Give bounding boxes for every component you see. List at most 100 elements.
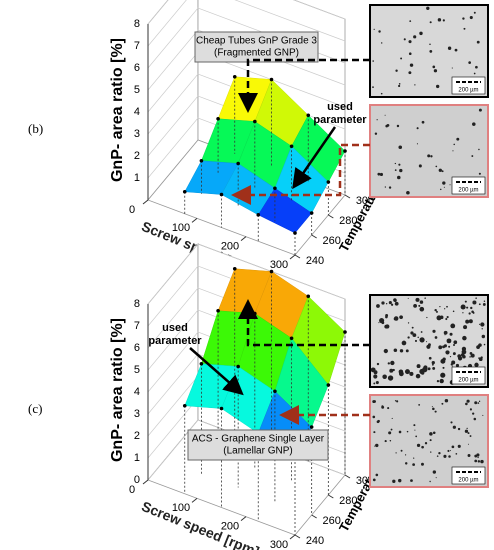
particle — [418, 403, 421, 406]
particle — [427, 367, 431, 371]
particle — [438, 168, 442, 172]
particle — [483, 300, 486, 302]
particle — [411, 326, 414, 329]
particle — [392, 368, 395, 372]
particle — [421, 445, 424, 449]
used-parameter: parameter — [148, 335, 202, 347]
y-tick — [328, 214, 334, 219]
particle — [449, 450, 451, 452]
particle — [373, 382, 376, 385]
particle — [373, 431, 376, 434]
particle — [372, 415, 376, 419]
particle — [399, 168, 403, 173]
particle — [475, 65, 478, 69]
particle — [429, 50, 433, 53]
particle — [451, 365, 453, 367]
particle — [390, 428, 393, 431]
particle — [385, 124, 388, 128]
particle — [372, 86, 374, 89]
particle — [428, 343, 431, 347]
particle — [457, 354, 462, 359]
particle — [435, 165, 438, 168]
particle — [441, 359, 444, 361]
particle — [464, 429, 469, 433]
z-tick-label: 2 — [134, 150, 140, 162]
panel-label: (b) — [28, 121, 43, 136]
leader — [238, 299, 370, 347]
particle — [448, 345, 451, 348]
particle — [483, 343, 486, 346]
particle — [434, 410, 437, 413]
particle — [432, 407, 435, 411]
surface-point — [232, 74, 237, 79]
particle — [406, 430, 409, 433]
leader — [231, 143, 370, 205]
particle — [407, 336, 410, 339]
particle — [381, 405, 384, 408]
particle — [418, 164, 422, 168]
particle — [398, 83, 401, 85]
particle — [417, 336, 419, 339]
particle — [414, 84, 416, 86]
y-tick — [344, 474, 351, 479]
particle — [424, 297, 426, 299]
particle — [448, 455, 451, 458]
particle — [395, 69, 398, 72]
particle — [372, 60, 374, 62]
surface-point — [273, 186, 277, 191]
particle — [439, 378, 444, 384]
particle — [394, 400, 397, 402]
z-tick-label: 3 — [134, 128, 140, 140]
scale-label: 200 µm — [458, 378, 478, 384]
particle — [466, 306, 469, 309]
particle — [464, 300, 467, 303]
particle — [478, 172, 481, 175]
particle — [378, 30, 381, 33]
particle — [439, 315, 444, 320]
surface-point — [293, 231, 297, 235]
x-tick-label: 300 — [270, 539, 288, 550]
particle — [469, 356, 471, 358]
z-tick-label: 3 — [134, 408, 140, 420]
particle — [378, 322, 380, 324]
particle — [443, 186, 445, 188]
particle — [474, 401, 478, 405]
particle — [441, 170, 444, 173]
surface-point — [269, 269, 274, 274]
particle — [372, 478, 376, 482]
leader — [238, 58, 370, 113]
particle — [418, 304, 421, 307]
particle — [469, 408, 472, 411]
particle — [404, 462, 408, 465]
particle — [421, 120, 425, 124]
z-tick-label: 4 — [134, 106, 140, 118]
particle — [449, 356, 452, 358]
particle — [419, 31, 423, 36]
particle — [394, 301, 399, 306]
surface-point — [199, 361, 204, 366]
particle — [471, 155, 474, 158]
particle — [404, 454, 407, 456]
particle — [433, 69, 438, 73]
particle — [409, 20, 412, 23]
particle — [419, 300, 424, 304]
x-tick — [191, 497, 198, 503]
z-tick-label: 7 — [134, 40, 140, 52]
particle — [467, 443, 469, 445]
particle — [478, 108, 482, 112]
z-tick-label: 5 — [134, 84, 140, 96]
arrow — [292, 126, 337, 190]
particle — [442, 181, 446, 185]
particle — [481, 328, 483, 330]
particle — [443, 330, 448, 335]
particle — [467, 432, 470, 435]
y-tick — [344, 194, 351, 199]
particle — [442, 362, 444, 364]
surface-point — [219, 406, 224, 411]
particle — [409, 63, 414, 67]
particle — [390, 360, 395, 366]
particle — [414, 429, 416, 431]
particle — [446, 315, 449, 319]
z-axis-title: GnP- area ratio [%] — [109, 38, 126, 182]
particle — [477, 402, 480, 404]
